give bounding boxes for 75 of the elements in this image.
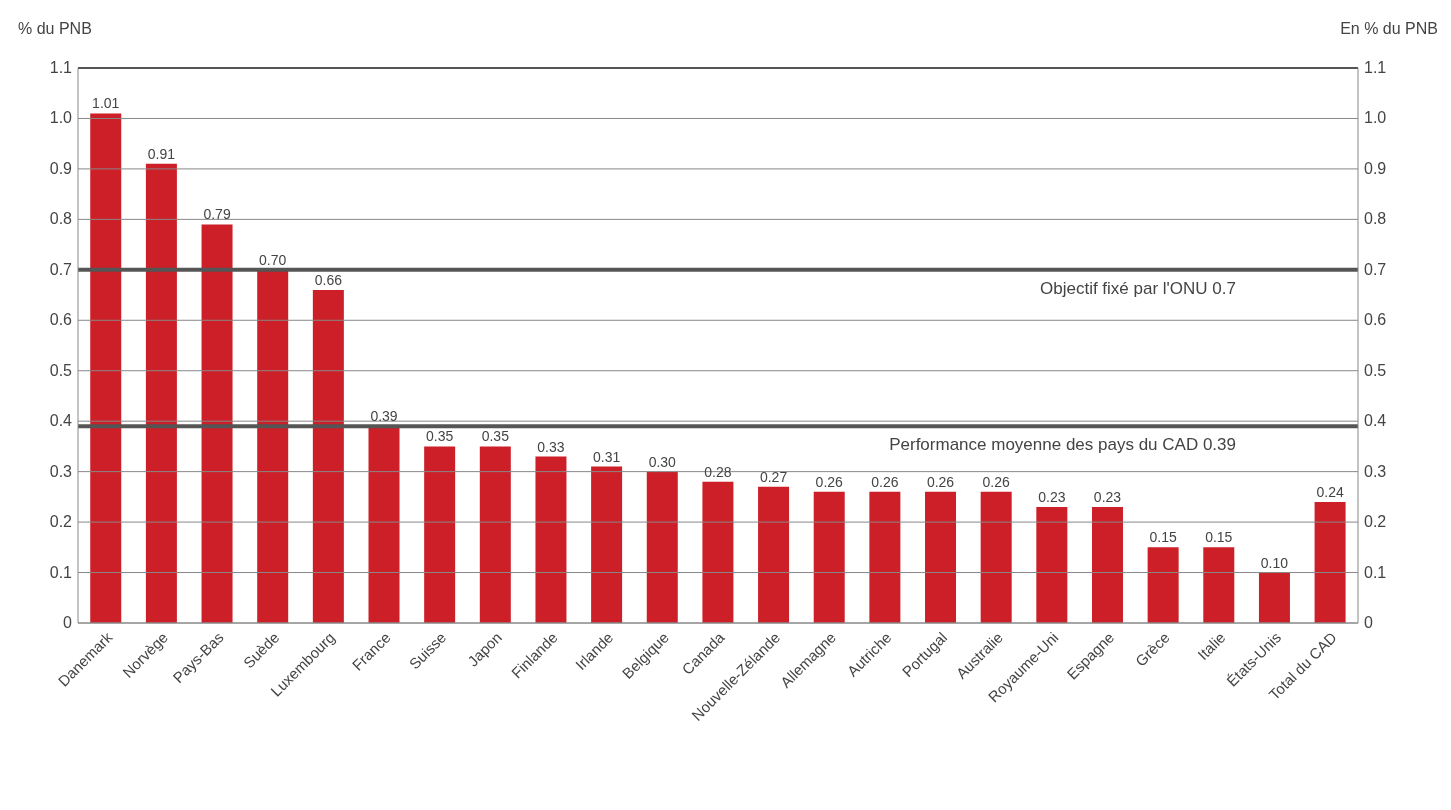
bar (1314, 501, 1346, 623)
ref-line-label: Performance moyenne des pays du CAD 0.39 (889, 435, 1236, 455)
data-label: 0.30 (648, 453, 677, 470)
y-tick-label: 0.4 (49, 412, 73, 430)
data-label: 0.33 (537, 438, 565, 455)
y-tick-label: 0.2 (49, 513, 73, 531)
bar (1091, 506, 1123, 623)
data-label: 0.27 (759, 468, 788, 485)
y2-tick-label: 0.6 (1364, 311, 1387, 329)
data-label: 0.15 (1205, 529, 1233, 546)
y2-tick-label: 0.4 (1364, 412, 1387, 430)
y2-tick-label: 0.9 (1364, 159, 1387, 177)
bar (535, 456, 567, 623)
bar (257, 269, 289, 623)
data-label: 0.28 (704, 463, 732, 480)
bar (479, 446, 511, 623)
data-label: 0.24 (1316, 483, 1344, 500)
data-label: 0.35 (426, 428, 454, 445)
bar (1203, 547, 1235, 623)
data-label: 0.15 (1149, 529, 1177, 546)
y-tick-label: 0.8 (49, 210, 73, 228)
data-label: 0.31 (592, 448, 621, 465)
data-label: 0.26 (815, 473, 844, 490)
bar (145, 163, 177, 623)
data-label: 0.23 (1038, 488, 1066, 505)
x-tick-label: Italie (1194, 628, 1229, 664)
data-label: 0.10 (1260, 554, 1289, 571)
y2-tick-label: 0.1 (1364, 563, 1387, 581)
data-label: 0.79 (203, 206, 231, 223)
bar (591, 466, 623, 623)
data-label: 0.35 (481, 428, 510, 445)
y2-axis-title: En % du PNB (1340, 20, 1438, 38)
y2-tick-label: 0 (1364, 614, 1373, 631)
y-tick-label: 0.9 (49, 159, 73, 177)
y2-tick-label: 1.1 (1364, 59, 1387, 76)
bar (1147, 547, 1179, 623)
bar (1258, 572, 1290, 623)
y-tick-label: 0.7 (49, 260, 73, 278)
bar (90, 113, 122, 623)
data-label: 0.91 (147, 145, 176, 162)
data-label: 0.23 (1093, 488, 1122, 505)
bar (368, 426, 400, 623)
data-label: 0.39 (370, 408, 398, 425)
y2-tick-label: 0.7 (1364, 260, 1387, 278)
bar (312, 290, 344, 623)
bar (869, 491, 901, 623)
y2-tick-label: 0.5 (1364, 361, 1387, 379)
y-tick-label: 0.6 (49, 311, 73, 329)
bar (201, 224, 233, 623)
bar (646, 471, 678, 623)
y-tick-label: 0.5 (49, 361, 73, 379)
bar (702, 481, 734, 623)
data-label: 1.01 (92, 95, 120, 112)
bar (758, 486, 790, 623)
data-label: 0.70 (259, 251, 287, 268)
y2-tick-label: 0.8 (1364, 210, 1387, 228)
y2-tick-label: 0.2 (1364, 513, 1387, 531)
bar (980, 491, 1012, 623)
ref-line-label: Objectif fixé par l'ONU 0.7 (1040, 278, 1236, 298)
data-label: 0.26 (982, 473, 1011, 490)
y-tick-label: 1.0 (49, 109, 73, 127)
y-tick-label: 0.3 (49, 462, 73, 480)
bar (813, 491, 845, 623)
bar (424, 446, 456, 623)
y2-tick-label: 0.3 (1364, 462, 1387, 480)
y-axis-title: % du PNB (18, 20, 92, 38)
bar (1036, 506, 1068, 623)
y-tick-label: 0.1 (49, 563, 73, 581)
data-label: 0.26 (926, 473, 955, 490)
data-label: 0.26 (871, 473, 899, 490)
data-label: 0.66 (314, 272, 343, 288)
y-tick-label: 0 (63, 614, 73, 631)
bar (925, 491, 957, 623)
y2-tick-label: 1.0 (1364, 109, 1387, 127)
y-tick-label: 1.1 (49, 59, 73, 76)
